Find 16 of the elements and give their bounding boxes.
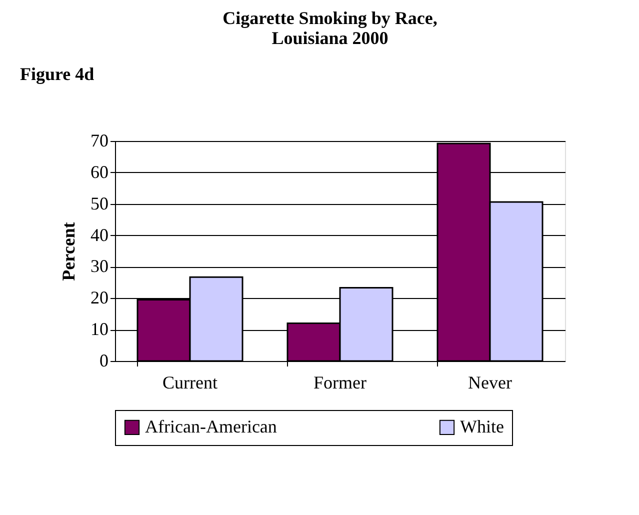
y-tick-label: 70 (90, 130, 108, 150)
y-tick-label: 0 (100, 350, 108, 370)
y-tick-label: 40 (90, 224, 108, 245)
y-tick-label: 50 (90, 193, 108, 214)
y-tick-label: 20 (90, 288, 108, 308)
x-tick-label: Former (314, 372, 366, 392)
y-tick-label: 30 (90, 256, 108, 276)
y-axis-title: Percent (58, 222, 78, 281)
x-tick-label: Never (468, 372, 512, 392)
x-tick-label: Current (162, 372, 218, 392)
caption: Figure 4d (20, 64, 94, 84)
y-tick-label: 60 (90, 162, 108, 182)
y-tick-label: 10 (90, 319, 108, 340)
chart-title: Cigarette Smoking by Race, Louisiana 2000 (222, 8, 438, 48)
legend-label: White (460, 416, 504, 436)
legend-label: African-American (145, 416, 277, 436)
